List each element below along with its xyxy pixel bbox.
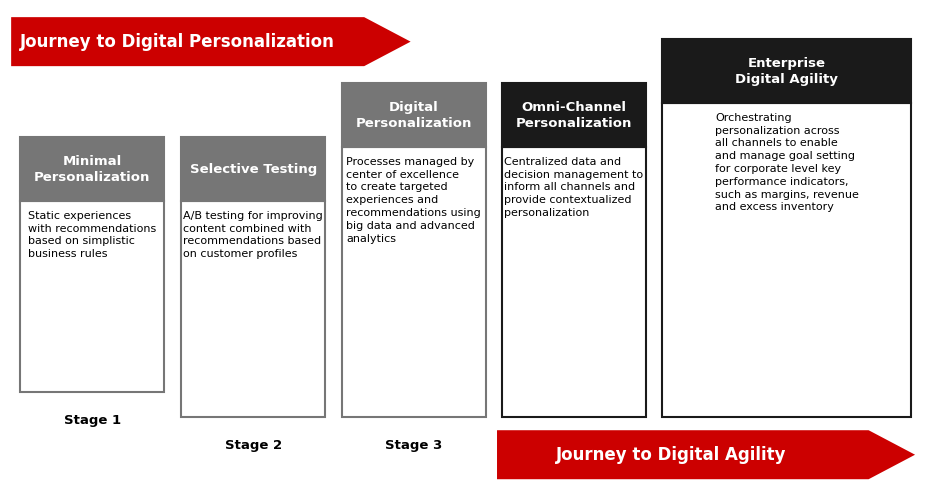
- Text: Minimal
Personalization: Minimal Personalization: [34, 154, 150, 184]
- FancyBboxPatch shape: [181, 137, 325, 201]
- Text: Enterprise
Digital Agility: Enterprise Digital Agility: [735, 56, 837, 86]
- Text: Centralized data and
decision management to
inform all channels and
provide cont: Centralized data and decision management…: [504, 157, 642, 218]
- Text: Omni-Channel
Personalization: Omni-Channel Personalization: [515, 100, 631, 130]
- FancyBboxPatch shape: [20, 201, 164, 392]
- Text: Digital
Personalization: Digital Personalization: [355, 100, 471, 130]
- FancyBboxPatch shape: [662, 39, 910, 103]
- Text: Orchestrating
personalization across
all channels to enable
and manage goal sett: Orchestrating personalization across all…: [715, 113, 857, 212]
- Text: Stage 3: Stage 3: [385, 439, 442, 452]
- FancyBboxPatch shape: [20, 137, 164, 201]
- Text: Stage 5: Stage 5: [757, 439, 815, 452]
- FancyBboxPatch shape: [181, 201, 325, 416]
- Text: Journey to Digital Agility: Journey to Digital Agility: [556, 446, 786, 464]
- FancyBboxPatch shape: [662, 103, 910, 416]
- Text: Stage 2: Stage 2: [225, 439, 281, 452]
- Polygon shape: [11, 17, 410, 66]
- Text: Static experiences
with recommendations
based on simplistic
business rules: Static experiences with recommendations …: [28, 211, 157, 259]
- Text: Selective Testing: Selective Testing: [189, 163, 316, 175]
- Polygon shape: [496, 430, 914, 479]
- Text: Journey to Digital Personalization: Journey to Digital Personalization: [19, 33, 334, 50]
- FancyBboxPatch shape: [342, 147, 485, 416]
- FancyBboxPatch shape: [501, 147, 645, 416]
- Text: Processes managed by
center of excellence
to create targeted
experiences and
rec: Processes managed by center of excellenc…: [346, 157, 481, 244]
- Text: A/B testing for improving
content combined with
recommendations based
on custome: A/B testing for improving content combin…: [183, 211, 323, 259]
- FancyBboxPatch shape: [501, 83, 645, 147]
- Text: Stage 4: Stage 4: [545, 439, 601, 452]
- FancyBboxPatch shape: [342, 83, 485, 147]
- Text: Stage 1: Stage 1: [64, 414, 121, 427]
